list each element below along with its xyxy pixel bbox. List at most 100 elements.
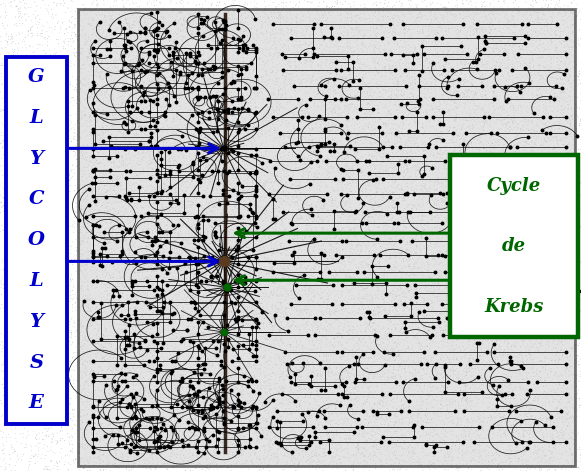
- Point: [427, 302, 436, 310]
- Point: [247, 171, 256, 178]
- Point: [533, 51, 543, 58]
- Point: [26, 298, 35, 305]
- Point: [566, 402, 575, 410]
- Point: [83, 228, 92, 236]
- Point: [498, 465, 507, 471]
- Point: [445, 439, 454, 447]
- Point: [284, 58, 293, 66]
- Point: [148, 449, 157, 457]
- Point: [88, 85, 97, 92]
- Point: [437, 187, 447, 195]
- Point: [328, 106, 338, 113]
- Point: [96, 252, 106, 260]
- Point: [410, 109, 419, 116]
- Point: [507, 182, 516, 190]
- Point: [317, 57, 326, 65]
- Point: [533, 305, 542, 313]
- Point: [309, 270, 318, 277]
- Point: [425, 89, 434, 96]
- Point: [145, 107, 155, 115]
- Point: [270, 205, 279, 213]
- Point: [102, 258, 111, 266]
- Point: [352, 276, 361, 284]
- Point: [131, 277, 140, 285]
- Point: [491, 341, 500, 349]
- Point: [379, 220, 389, 227]
- Point: [189, 126, 199, 133]
- Point: [383, 224, 392, 231]
- Point: [254, 246, 264, 254]
- Point: [393, 80, 402, 88]
- Point: [516, 330, 525, 338]
- Point: [482, 33, 492, 41]
- Point: [567, 202, 576, 210]
- Point: [178, 384, 187, 392]
- Point: [187, 198, 196, 205]
- Point: [145, 390, 155, 397]
- Point: [211, 30, 220, 38]
- Point: [205, 279, 214, 287]
- Point: [392, 405, 401, 413]
- Point: [286, 399, 296, 407]
- Point: [449, 63, 458, 71]
- Point: [270, 243, 279, 251]
- Point: [77, 182, 87, 190]
- Point: [15, 147, 24, 155]
- Point: [107, 309, 117, 317]
- Point: [454, 212, 464, 220]
- Point: [142, 445, 152, 452]
- Point: [0, 20, 7, 27]
- Point: [48, 24, 57, 32]
- Point: [298, 227, 307, 234]
- Point: [127, 193, 136, 201]
- Point: [476, 169, 486, 177]
- Point: [432, 329, 441, 337]
- Point: [173, 44, 182, 52]
- Point: [119, 369, 128, 376]
- Point: [429, 443, 439, 450]
- Point: [117, 326, 126, 333]
- Point: [448, 364, 457, 372]
- Point: [74, 87, 83, 94]
- Point: [396, 360, 405, 367]
- Point: [510, 401, 519, 409]
- Point: [278, 26, 287, 34]
- Point: [324, 414, 333, 421]
- Point: [177, 274, 187, 281]
- Point: [384, 29, 393, 36]
- Point: [128, 56, 138, 63]
- Point: [91, 158, 101, 166]
- Point: [403, 211, 412, 218]
- Point: [354, 374, 363, 382]
- Point: [214, 166, 223, 173]
- Point: [268, 104, 277, 112]
- Point: [312, 324, 321, 331]
- Point: [444, 277, 454, 284]
- Point: [260, 205, 269, 213]
- Point: [424, 188, 433, 195]
- Point: [451, 290, 460, 298]
- Point: [250, 446, 260, 453]
- Point: [208, 314, 217, 321]
- Point: [114, 43, 123, 50]
- Point: [16, 183, 25, 191]
- Point: [33, 32, 42, 39]
- Point: [292, 52, 302, 59]
- Point: [98, 313, 107, 321]
- Point: [163, 327, 173, 334]
- Point: [384, 422, 393, 430]
- Point: [350, 348, 359, 355]
- Point: [571, 342, 580, 349]
- Point: [279, 358, 288, 366]
- Point: [203, 293, 213, 301]
- Point: [332, 203, 342, 210]
- Point: [196, 401, 206, 409]
- Point: [311, 119, 320, 127]
- Point: [571, 155, 580, 162]
- Point: [291, 135, 300, 143]
- Point: [403, 203, 412, 211]
- Point: [492, 45, 501, 53]
- Point: [222, 67, 231, 75]
- Point: [441, 427, 450, 434]
- Point: [153, 127, 163, 134]
